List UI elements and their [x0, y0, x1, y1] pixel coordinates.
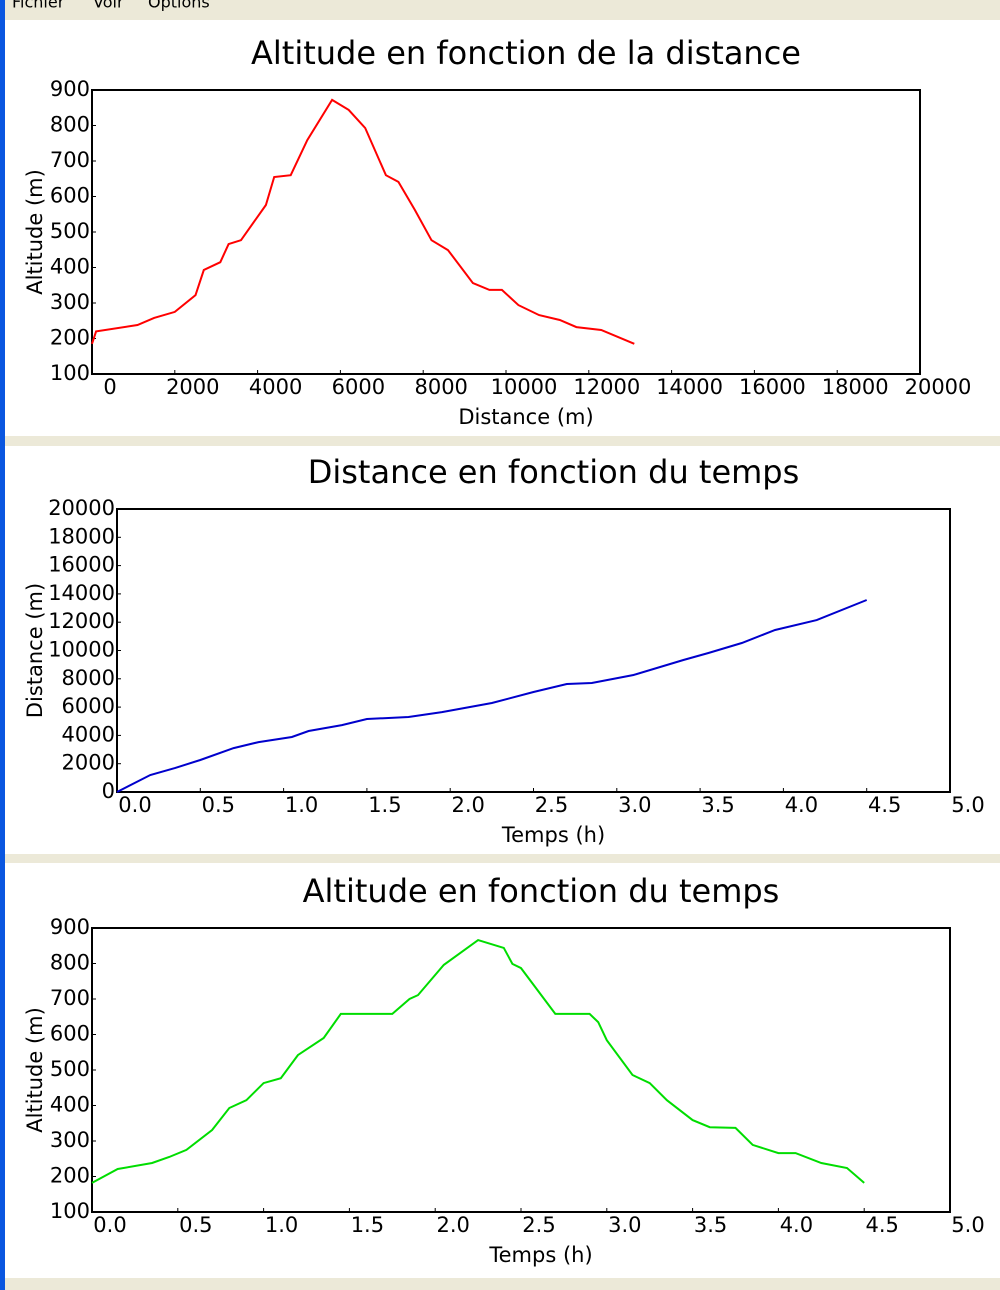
x-tick-label: 2000 [166, 375, 219, 399]
data-line [91, 938, 865, 1184]
y-tick-label: 2000 [62, 751, 115, 775]
x-tick-label: 8000 [414, 375, 467, 399]
y-tick-label: 700 [50, 986, 90, 1010]
y-tick-label: 800 [50, 113, 90, 137]
y-tick-label: 600 [50, 184, 90, 208]
x-tick-label: 3.5 [694, 1213, 727, 1237]
y-tick-label: 500 [50, 219, 90, 243]
plot-area [91, 89, 921, 375]
x-tick-label: 20000 [905, 375, 972, 399]
y-tick-label: 200 [50, 326, 90, 350]
x-tick-label: 2.0 [436, 1213, 469, 1237]
x-tick-label: 16000 [739, 375, 806, 399]
x-tick-label: 1.5 [368, 793, 401, 817]
chart-title: Altitude en fonction du temps [303, 872, 780, 910]
x-tick-label: 3.5 [701, 793, 734, 817]
x-tick-label: 5.0 [951, 793, 984, 817]
y-axis-label: Altitude (m) [23, 1007, 47, 1133]
x-tick-label: 3.0 [618, 793, 651, 817]
x-axis-label: Temps (h) [488, 1243, 592, 1267]
x-tick-label: 1.5 [351, 1213, 384, 1237]
y-tick-label: 6000 [62, 694, 115, 718]
y-tick-label: 0 [102, 779, 115, 803]
y-tick-label: 900 [50, 915, 90, 939]
y-tick-label: 200 [50, 1164, 90, 1188]
x-tick-label: 14000 [656, 375, 723, 399]
x-tick-label: 4.5 [868, 793, 901, 817]
x-tick-label: 4000 [249, 375, 302, 399]
y-tick-label: 400 [50, 1093, 90, 1117]
data-line [91, 98, 635, 345]
x-tick-label: 3.0 [608, 1213, 641, 1237]
x-tick-label: 12000 [573, 375, 640, 399]
x-tick-label: 5.0 [951, 1213, 984, 1237]
x-tick-label: 0.0 [93, 1213, 126, 1237]
plot-area [116, 508, 951, 793]
y-tick-label: 600 [50, 1022, 90, 1046]
x-tick-label: 1.0 [285, 793, 318, 817]
y-tick-label: 4000 [62, 722, 115, 746]
menu-item[interactable]: Options [148, 0, 210, 12]
x-tick-label: 2.0 [451, 793, 484, 817]
x-tick-label: 2.5 [535, 793, 568, 817]
plot-area [91, 927, 951, 1213]
y-tick-label: 900 [50, 77, 90, 101]
y-tick-label: 800 [50, 951, 90, 975]
x-tick-label: 0 [103, 375, 116, 399]
y-tick-label: 300 [50, 290, 90, 314]
y-tick-label: 300 [50, 1128, 90, 1152]
y-tick-label: 20000 [48, 496, 115, 520]
x-tick-label: 10000 [491, 375, 558, 399]
x-tick-label: 4.0 [785, 793, 818, 817]
y-tick-label: 14000 [48, 581, 115, 605]
menu-item[interactable]: Voir [93, 0, 124, 12]
data-line [116, 599, 868, 793]
x-axis-label: Distance (m) [458, 405, 593, 429]
x-tick-label: 1.0 [265, 1213, 298, 1237]
x-tick-label: 4.0 [780, 1213, 813, 1237]
x-tick-label: 4.5 [865, 1213, 898, 1237]
y-tick-label: 500 [50, 1057, 90, 1081]
x-tick-label: 0.5 [202, 793, 235, 817]
y-tick-label: 8000 [62, 666, 115, 690]
y-axis-label: Distance (m) [23, 583, 47, 718]
chart-title: Distance en fonction du temps [308, 453, 800, 491]
y-tick-label: 16000 [48, 553, 115, 577]
y-tick-label: 100 [50, 1199, 90, 1223]
menu-bar [0, 0, 1000, 16]
y-tick-label: 100 [50, 361, 90, 385]
y-tick-label: 12000 [48, 609, 115, 633]
y-tick-label: 700 [50, 148, 90, 172]
y-tick-label: 18000 [48, 524, 115, 548]
x-tick-label: 0.5 [179, 1213, 212, 1237]
y-axis-label: Altitude (m) [23, 169, 47, 295]
chart-title: Altitude en fonction de la distance [251, 34, 801, 72]
menu-item[interactable]: Fichier [12, 0, 65, 12]
x-tick-label: 0.0 [118, 793, 151, 817]
x-tick-label: 6000 [332, 375, 385, 399]
x-axis-label: Temps (h) [501, 823, 605, 847]
x-tick-label: 18000 [822, 375, 889, 399]
y-tick-label: 10000 [48, 638, 115, 662]
y-tick-label: 400 [50, 255, 90, 279]
window-frame [0, 0, 5, 1290]
x-tick-label: 2.5 [522, 1213, 555, 1237]
